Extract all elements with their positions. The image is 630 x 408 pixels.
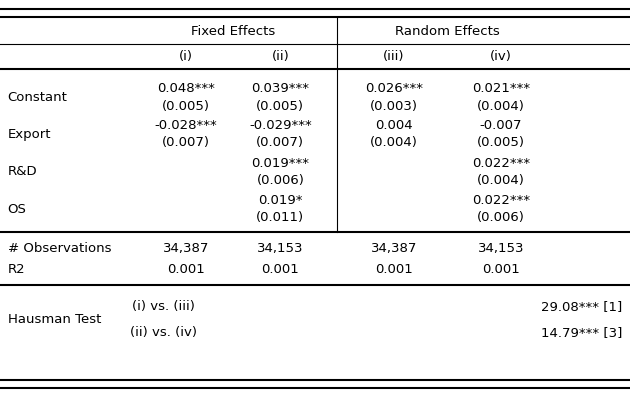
Text: 0.001: 0.001 [482,263,520,276]
Text: (ii) vs. (iv): (ii) vs. (iv) [130,326,197,339]
Text: 14.79*** [3]: 14.79*** [3] [541,326,622,339]
Text: 0.001: 0.001 [261,263,299,276]
Text: (0.004): (0.004) [477,174,525,187]
Text: 34,153: 34,153 [257,242,304,255]
Text: (ii): (ii) [272,50,289,63]
Text: 34,387: 34,387 [163,242,209,255]
Text: OS: OS [8,203,26,216]
Text: (i) vs. (iii): (i) vs. (iii) [132,300,195,313]
Text: (0.003): (0.003) [370,100,418,113]
Text: 0.004: 0.004 [375,119,413,132]
Text: -0.028***: -0.028*** [154,119,217,132]
Text: (0.007): (0.007) [162,136,210,149]
Text: (0.004): (0.004) [477,100,525,113]
Text: (0.005): (0.005) [162,100,210,113]
Text: (iv): (iv) [490,50,512,63]
Text: R2: R2 [8,263,25,276]
Text: Random Effects: Random Effects [395,25,500,38]
Text: (0.004): (0.004) [370,136,418,149]
Text: 0.019*: 0.019* [258,194,302,207]
Text: (0.006): (0.006) [256,174,304,187]
Text: Constant: Constant [8,91,67,104]
Text: 0.026***: 0.026*** [365,82,423,95]
Text: Fixed Effects: Fixed Effects [191,25,275,38]
Text: R&D: R&D [8,165,37,178]
Text: (0.005): (0.005) [477,136,525,149]
Text: (0.006): (0.006) [477,211,525,224]
Text: Export: Export [8,128,51,141]
Text: -0.007: -0.007 [479,119,522,132]
Text: Hausman Test: Hausman Test [8,313,101,326]
Text: (0.011): (0.011) [256,211,304,224]
Text: (0.005): (0.005) [256,100,304,113]
Text: (i): (i) [179,50,193,63]
Text: 0.019***: 0.019*** [251,157,309,170]
Text: 29.08*** [1]: 29.08*** [1] [541,300,622,313]
Text: 0.039***: 0.039*** [251,82,309,95]
Text: -0.029***: -0.029*** [249,119,312,132]
Text: 0.022***: 0.022*** [472,157,530,170]
Text: 34,153: 34,153 [478,242,524,255]
Text: # Observations: # Observations [8,242,111,255]
Text: (0.007): (0.007) [256,136,304,149]
Text: 0.001: 0.001 [375,263,413,276]
Text: 0.001: 0.001 [167,263,205,276]
Text: 0.022***: 0.022*** [472,194,530,207]
Text: 34,387: 34,387 [370,242,417,255]
Text: 0.021***: 0.021*** [472,82,530,95]
Text: (iii): (iii) [383,50,404,63]
Text: 0.048***: 0.048*** [157,82,215,95]
